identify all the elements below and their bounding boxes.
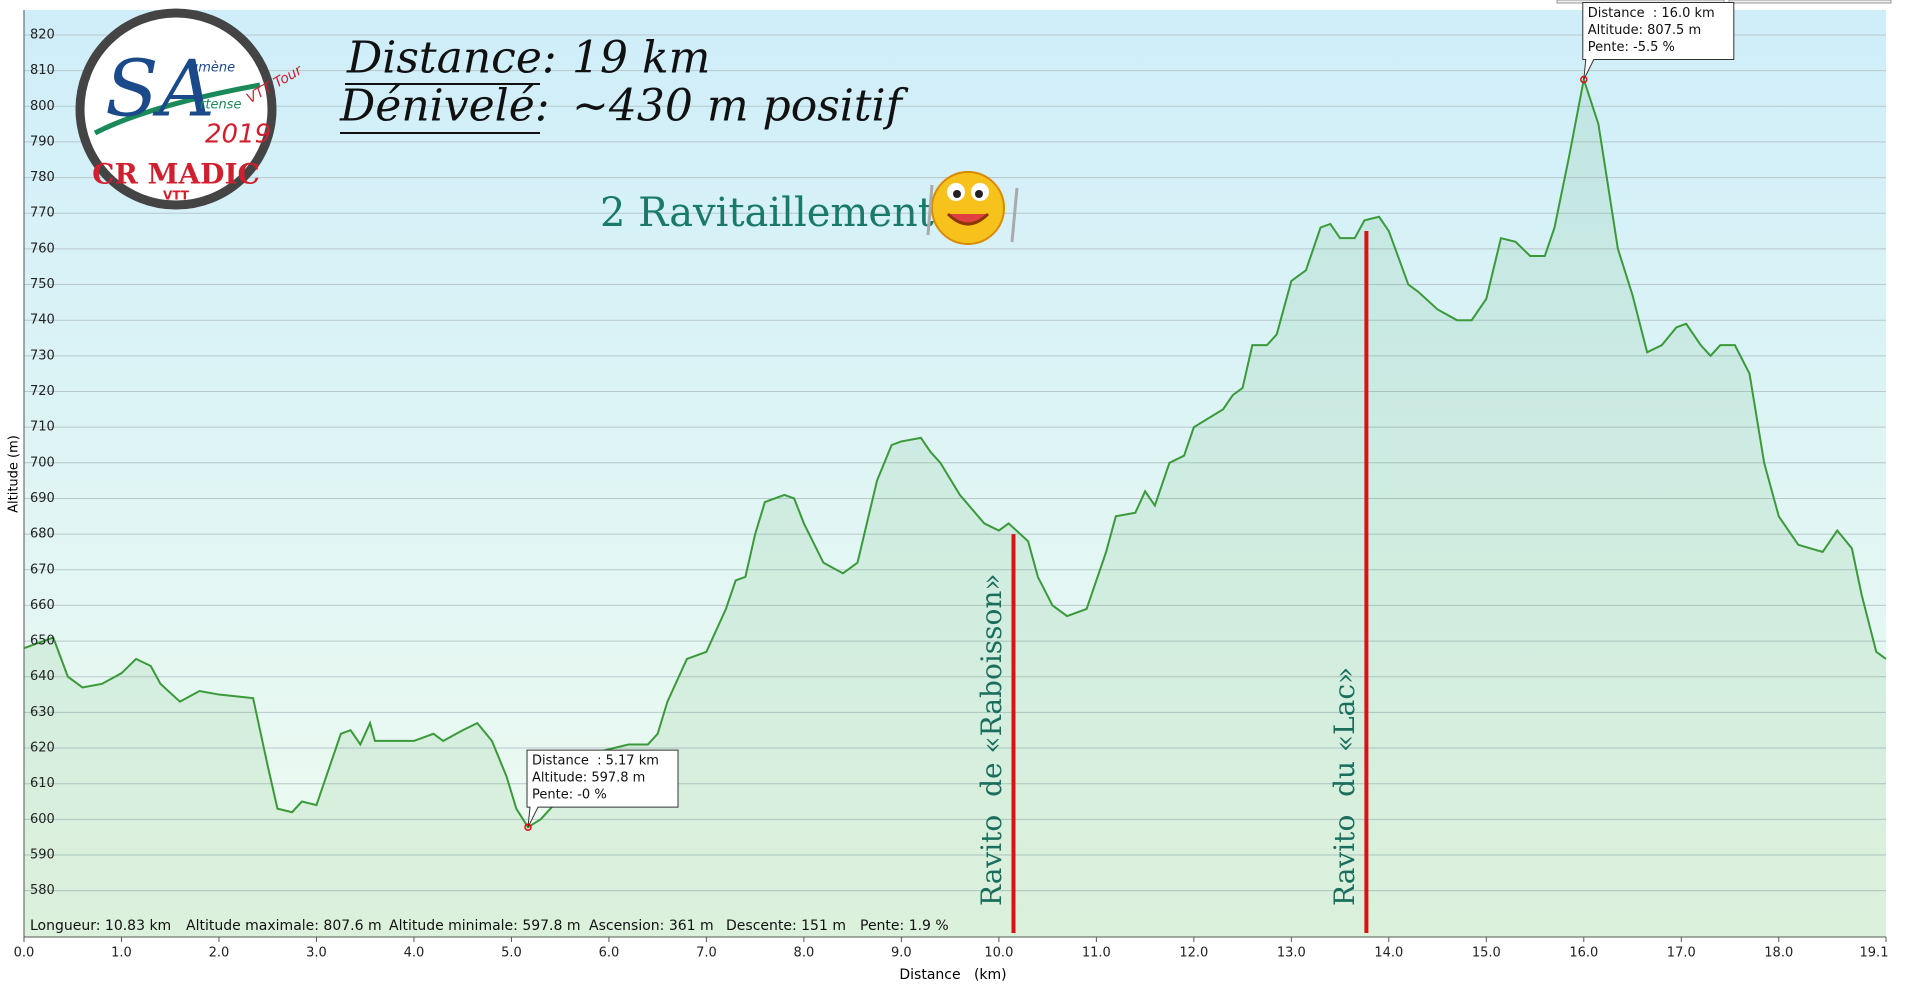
tooltip-text: Pente: -5.5 % [1588, 40, 1675, 55]
headline-label: Distance: [346, 33, 557, 84]
headline-value: ~430 m positif [572, 81, 909, 132]
x-tick-label: 16.0 [1569, 946, 1598, 961]
x-tick-label: 9.0 [891, 946, 912, 961]
x-tick-label: 5.0 [501, 946, 522, 961]
x-tick-label: 3.0 [306, 946, 327, 961]
y-tick-label: 810 [30, 63, 55, 78]
logo-swoosh [93, 82, 261, 136]
stat: Ascension: 361 m [589, 918, 714, 934]
supplies-note: 2 Ravitaillements [600, 190, 954, 236]
x-tick-label: 12.0 [1179, 946, 1208, 961]
stat: Pente: 1.9 % [860, 918, 949, 934]
y-axis-title: Altitude (m) [7, 435, 22, 513]
tooltip-text: Pente: -0 % [532, 788, 607, 803]
tooltip-text: Distance : 16.0 km [1588, 6, 1715, 21]
tooltip-point [1580, 75, 1588, 84]
y-tick-label: 770 [30, 206, 55, 221]
y-tick-label: 670 [30, 562, 55, 577]
toolbar-button[interactable] [1728, 0, 1892, 4]
headline-value: 19 km [572, 33, 710, 84]
x-tick-label: 13.0 [1277, 946, 1306, 961]
y-tick-label: 690 [30, 491, 55, 506]
stat: Longueur: 10.83 km [30, 918, 171, 934]
plot: Ravito de «Raboisson» Ravito du «Lac» Dist… [23, 2, 1887, 937]
stat: Altitude minimale: 597.8 m [389, 918, 581, 934]
x-tick-label: 4.0 [404, 946, 425, 961]
stat: Altitude maximale: 807.6 m [186, 918, 382, 934]
tooltip-text: Distance : 5.17 km [532, 754, 659, 769]
y-tick-label: 660 [30, 598, 55, 613]
knife [1010, 187, 1019, 243]
smiley-pupil [975, 190, 983, 198]
y-tick-label: 590 [30, 847, 55, 862]
x-tick-label: 17.0 [1667, 946, 1696, 961]
smiley [926, 171, 1019, 245]
logo-text: VTT [163, 189, 190, 203]
logo-text: umène [190, 61, 235, 76]
fork [926, 184, 934, 236]
ravito-label: Ravito de «Raboisson» [975, 573, 1008, 906]
y-tick-label: 630 [30, 705, 55, 720]
tooltip-text: Altitude: 807.5 m [1588, 23, 1701, 38]
logo: SA umène rtense VTT Tour 2019 CR MADIC V… [75, 8, 306, 210]
logo-year: 2019 [205, 120, 271, 150]
y-tick-label: 720 [30, 384, 55, 399]
x-tick-label: 18.0 [1764, 946, 1793, 961]
ravito-label: Ravito du «Lac» [1328, 667, 1361, 906]
x-tick-label: 14.0 [1374, 946, 1403, 961]
logo-club: CR MADIC [92, 158, 260, 191]
logo-ring [75, 8, 277, 210]
tooltip-box [526, 749, 679, 828]
y-tick-label: 760 [30, 241, 55, 256]
x-tick-label: 15.0 [1472, 946, 1501, 961]
logo-letters: SA [105, 45, 215, 135]
y-tick-label: 740 [30, 313, 55, 328]
y-tick-label: 580 [30, 883, 55, 898]
tooltip-point [524, 823, 532, 831]
y-tick-label: 780 [30, 170, 55, 185]
y-tick-label: 820 [30, 27, 55, 42]
headline-label: Dénivelé: [339, 81, 550, 132]
y-tick-label: 640 [30, 669, 55, 684]
x-tick-label: 8.0 [794, 946, 815, 961]
y-tick-label: 710 [30, 420, 55, 435]
x-tick-label: 0.0 [14, 946, 35, 961]
y-tick-label: 700 [30, 455, 55, 470]
smiley-pupil [953, 190, 961, 198]
profile-line [23, 75, 1887, 829]
logo-text: rtense [200, 98, 241, 113]
y-tick-label: 750 [30, 277, 55, 292]
x-tick-label: 7.0 [696, 946, 717, 961]
x-tick-label: 1.0 [111, 946, 132, 961]
x-tick-label: 11.0 [1082, 946, 1111, 961]
y-tick-label: 650 [30, 634, 55, 649]
y-tick-label: 800 [30, 99, 55, 114]
plot-background [24, 10, 1886, 937]
x-tick-label: 6.0 [599, 946, 620, 961]
tooltip-box [1582, 2, 1735, 80]
x-tick-label: 2.0 [209, 946, 230, 961]
x-axis-title: Distance (km) [899, 967, 1006, 983]
x-tick-label: 19.1 [1860, 946, 1889, 961]
y-tick-label: 790 [30, 134, 55, 149]
y-tick-label: 620 [30, 741, 55, 756]
grid [23, 10, 1887, 942]
smiley-mouth [946, 212, 990, 226]
y-tick-label: 600 [30, 812, 55, 827]
smiley-face [931, 171, 1005, 245]
y-tick-label: 680 [30, 527, 55, 542]
tooltip-text: Altitude: 597.8 m [532, 771, 645, 786]
y-tick-label: 610 [30, 776, 55, 791]
stat: Descente: 151 m [726, 918, 846, 934]
y-tick-label: 730 [30, 348, 55, 363]
x-tick-label: 10.0 [984, 946, 1013, 961]
